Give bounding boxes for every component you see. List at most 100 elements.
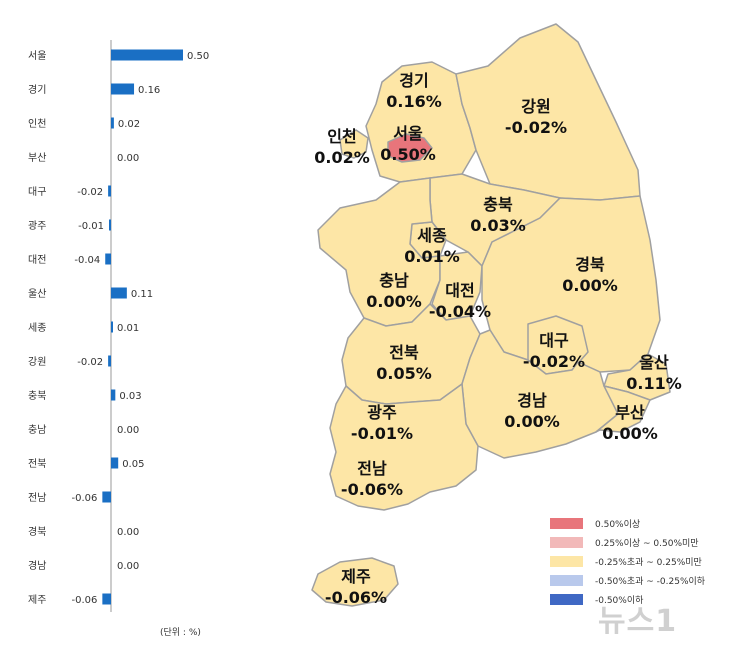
region-name-label: 경기 bbox=[399, 71, 428, 90]
bar bbox=[109, 219, 111, 231]
region-name-label: 광주 bbox=[367, 403, 397, 422]
bar-value-label: 0.02 bbox=[118, 119, 140, 130]
legend: 0.50%이상 0.25%이상 ~ 0.50%미만 -0.25%초과 ~ 0.25%… bbox=[550, 514, 705, 609]
region-value-label: -0.06% bbox=[341, 480, 403, 499]
region-shape bbox=[311, 557, 399, 607]
bar-category-label: 충남 bbox=[28, 424, 46, 436]
bar-value-label: 0.00 bbox=[117, 527, 139, 538]
bar-value-label: 0.00 bbox=[117, 561, 139, 572]
bar-row: 인천 0.02 bbox=[28, 117, 140, 130]
bar bbox=[111, 49, 183, 61]
region-value-label: -0.02% bbox=[523, 352, 585, 371]
news1-watermark: 뉴스1 bbox=[598, 604, 678, 639]
bar-row: 대전 -0.04 bbox=[28, 253, 111, 266]
bar-row: 울산 0.11 bbox=[28, 287, 153, 300]
bar-row: 부산 0.00 bbox=[28, 152, 139, 164]
region-name-label: 제주 bbox=[341, 567, 371, 586]
region-name-label: 울산 bbox=[639, 353, 669, 372]
bar bbox=[102, 491, 111, 503]
bar bbox=[111, 83, 135, 95]
bar-category-label: 강원 bbox=[28, 356, 46, 368]
legend-swatch bbox=[550, 537, 583, 548]
bar-value-label: -0.02 bbox=[77, 187, 103, 198]
region-value-label: -0.06% bbox=[325, 588, 387, 607]
bar-category-label: 서울 bbox=[28, 50, 46, 62]
bar bbox=[108, 185, 111, 197]
bar-row: 충북 0.03 bbox=[28, 389, 142, 402]
region-name-label: 인천 bbox=[327, 127, 356, 146]
bar-row: 경북 0.00 bbox=[28, 525, 139, 538]
legend-item: 0.25%이상 ~ 0.50%미만 bbox=[550, 533, 705, 552]
region-value-label: -0.04% bbox=[429, 302, 491, 321]
bar-category-label: 전남 bbox=[28, 492, 46, 504]
unit-label: (단위 : %) bbox=[160, 628, 201, 638]
region-value-label: -0.02% bbox=[505, 118, 567, 137]
legend-item: 0.50%이상 bbox=[550, 514, 705, 533]
region-name-label: 서울 bbox=[393, 124, 423, 143]
region-shape bbox=[339, 129, 369, 159]
region-value-label: 0.05% bbox=[376, 364, 432, 383]
legend-swatch bbox=[550, 594, 583, 605]
region-name-label: 전북 bbox=[389, 343, 419, 362]
bar-category-label: 전북 bbox=[28, 458, 46, 470]
bar-value-label: 0.11 bbox=[131, 289, 153, 300]
region-name-label: 충남 bbox=[379, 271, 409, 290]
region-name-label: 전남 bbox=[357, 459, 387, 478]
bar-category-label: 광주 bbox=[28, 220, 46, 232]
bar-category-label: 경남 bbox=[28, 559, 46, 572]
region-name-label: 충북 bbox=[483, 195, 513, 214]
region-value-label: 0.01% bbox=[404, 247, 460, 266]
bar-category-label: 인천 bbox=[28, 118, 46, 130]
bar-category-label: 울산 bbox=[28, 288, 46, 300]
legend-label: -0.50%이하 bbox=[595, 596, 644, 606]
region-value-label: 0.02% bbox=[314, 148, 370, 167]
legend-swatch bbox=[550, 575, 583, 586]
bar-value-label: -0.04 bbox=[74, 255, 100, 266]
region-value-label: 0.00% bbox=[504, 412, 560, 431]
bar-row: 경남 0.00 bbox=[28, 559, 139, 572]
bar-row: 대구 -0.02 bbox=[28, 185, 111, 198]
bar-row: 전북 0.05 bbox=[28, 457, 144, 470]
legend-item: -0.25%초과 ~ 0.25%미만 bbox=[550, 552, 705, 571]
region-shape bbox=[387, 133, 433, 163]
bar bbox=[111, 117, 114, 129]
legend-item: -0.50%이하 bbox=[550, 590, 705, 609]
legend-label: 0.25%이상 ~ 0.50%미만 bbox=[595, 539, 699, 549]
bar-value-label: -0.06 bbox=[71, 595, 97, 606]
legend-item: -0.50%초과 ~ -0.25%이하 bbox=[550, 571, 705, 590]
region-name-label: 대구 bbox=[539, 331, 569, 350]
bar-row: 제주 -0.06 bbox=[28, 593, 111, 606]
region-name-label: 부산 bbox=[615, 403, 645, 422]
legend-label: -0.50%초과 ~ -0.25%이하 bbox=[595, 577, 706, 587]
region-name-label: 경남 bbox=[517, 391, 547, 410]
region-name-label: 세종 bbox=[417, 226, 447, 245]
region-value-label: 0.11% bbox=[626, 374, 682, 393]
bar-category-label: 대구 bbox=[28, 186, 46, 198]
bar-category-label: 제주 bbox=[28, 594, 46, 606]
bar-row: 경기 0.16 bbox=[28, 83, 160, 96]
legend-label: 0.50%이상 bbox=[595, 520, 641, 530]
bar-row: 충남 0.00 bbox=[28, 424, 139, 436]
region-value-label: 0.03% bbox=[470, 216, 526, 235]
bar-value-label: 0.16 bbox=[138, 85, 160, 96]
bar-value-label: -0.01 bbox=[78, 221, 104, 232]
bar bbox=[111, 321, 113, 333]
bar-chart: 서울 0.50 경기 0.16 인천 0.02 부산 0.00 대구 -0.02 광주 -0.01 대전… bbox=[28, 40, 209, 612]
bar-category-label: 경북 bbox=[28, 525, 46, 538]
legend-swatch bbox=[550, 556, 583, 567]
region-shape bbox=[595, 385, 651, 433]
bar-value-label: 0.03 bbox=[119, 391, 141, 402]
bar-row: 광주 -0.01 bbox=[28, 219, 111, 232]
bar bbox=[102, 593, 111, 605]
bar-category-label: 대전 bbox=[28, 254, 46, 266]
bar-value-label: -0.02 bbox=[77, 357, 103, 368]
region-value-label: 0.00% bbox=[562, 276, 618, 295]
bar bbox=[111, 457, 119, 469]
bar-value-label: 0.05 bbox=[122, 459, 144, 470]
bar bbox=[111, 287, 127, 299]
region-name-label: 강원 bbox=[521, 97, 550, 116]
legend-label: -0.25%초과 ~ 0.25%미만 bbox=[595, 558, 702, 568]
bar-category-label: 충북 bbox=[28, 390, 46, 402]
region-value-label: 0.00% bbox=[602, 424, 658, 443]
